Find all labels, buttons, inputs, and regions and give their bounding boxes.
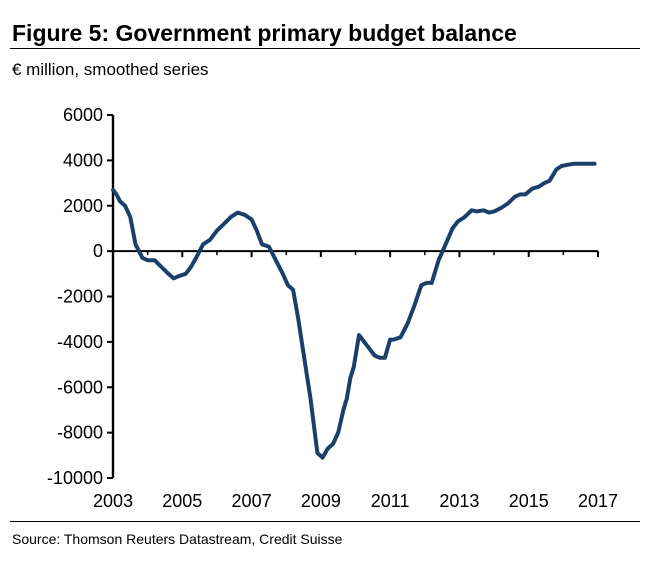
y-tick-label: 6000 [63, 105, 103, 125]
x-tick-label: 2011 [371, 491, 410, 511]
axes [107, 114, 599, 479]
y-tick-label: -2000 [57, 287, 103, 307]
y-tick-label: -4000 [57, 332, 103, 352]
x-tick-label: 2017 [578, 491, 618, 511]
chart-title: Figure 5: Government primary budget bala… [12, 20, 517, 46]
series-group [111, 161, 597, 460]
chart-subtitle: € million, smoothed series [12, 60, 209, 79]
source-divider [10, 521, 640, 522]
y-tick-labels: 6000 4000 2000 0 -2000 -4000 -6000 -8000 -10000 [47, 105, 103, 488]
y-tick-label: 4000 [63, 150, 103, 170]
x-tick-label: 2009 [301, 491, 341, 511]
x-tick-label: 2007 [232, 491, 272, 511]
x-tick-label: 2003 [93, 491, 133, 511]
y-tick-label: 2000 [63, 196, 103, 216]
y-tick-label: -8000 [57, 423, 103, 443]
x-tick-label: 2013 [439, 491, 479, 511]
y-tick-label: -10000 [47, 468, 103, 488]
series-line [111, 161, 597, 460]
y-tick-label: -6000 [57, 377, 103, 397]
x-tick-labels: 2003 2005 2007 2009 2011 2013 2015 2017 [93, 491, 618, 511]
y-tick-label: 0 [93, 241, 103, 261]
x-tick-label: 2005 [162, 491, 202, 511]
x-tick-label: 2015 [509, 491, 549, 511]
source-note: Source: Thomson Reuters Datastream, Cred… [12, 531, 343, 547]
title-underline [10, 48, 640, 49]
